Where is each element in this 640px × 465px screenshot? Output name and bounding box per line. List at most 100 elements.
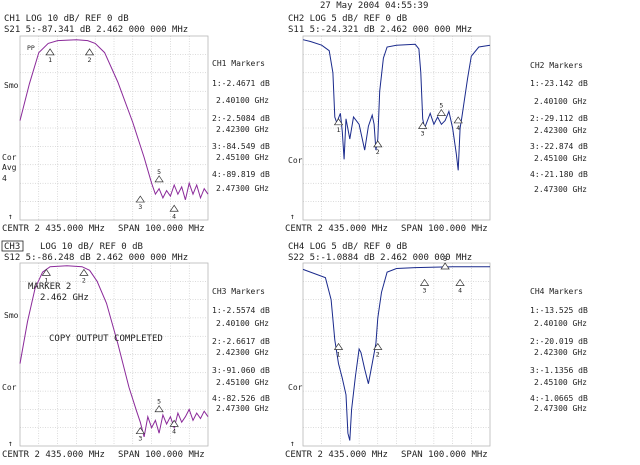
ch3-header: LOG 10 dB/ REF 0 dB: [40, 242, 143, 252]
ch1-status-avg-count: 4: [2, 174, 7, 183]
ch1-marker-number-5: 5: [157, 168, 161, 176]
ch1-grid: [19, 35, 209, 221]
ch1-marker-3-freq: 2.45100 GHz: [216, 153, 269, 162]
ch3-param-line: S12 5:-86.248 dB 2.462 000 000 MHz: [4, 253, 188, 263]
ch4-marker-3-freq: 2.45100 GHz: [534, 378, 587, 387]
ch1-center-freq: CENTR 2 435.000 MHz: [2, 224, 105, 234]
ch1-span: SPAN 100.000 MHz: [118, 224, 205, 234]
ch3-name: CH3: [4, 242, 20, 252]
ch1-marker-1-value: 1:-2.4671 dB: [212, 79, 270, 88]
ch3-marker-flag-5[interactable]: [154, 405, 164, 413]
ch1-markers-title: CH1 Markers: [212, 59, 265, 68]
ch3-marker-1-freq: 2.40100 GHz: [216, 319, 269, 328]
ch1-status-avg: Avg: [2, 163, 17, 172]
ch3-marker-2-freq: 2.42300 GHz: [216, 348, 269, 357]
ch1-param-line: S21 5:-87.341 dB 2.462 000 000 MHz: [4, 25, 188, 35]
ch4-grid: [302, 262, 491, 447]
ch1-marker-number-4: 4: [172, 212, 176, 220]
timestamp: 27 May 2004 04:55:39: [320, 1, 428, 11]
ch4-marker-flag-1[interactable]: [333, 342, 344, 350]
ch4-marker-number-2: 2: [376, 351, 380, 359]
ch4-span: SPAN 100.000 MHz: [401, 450, 488, 460]
ch1-marker-1-freq: 2.40100 GHz: [216, 96, 269, 105]
ch1-marker-flag-5[interactable]: [154, 175, 164, 183]
channel-2-panel: CH2 LOG 5 dB/ REF 0 dB S11 5:-24.321 dB …: [285, 14, 588, 234]
ch3-marker-4-value: 4:-82.526 dB: [212, 394, 270, 403]
ch1-marker-3-value: 3:-84.549 dB: [212, 142, 270, 151]
ch3-center-freq: CENTR 2 435.000 MHz: [2, 450, 105, 460]
ch2-marker-number-4: 4: [456, 124, 460, 132]
ch1-ref-indicator: ↑: [8, 212, 13, 221]
ch3-active-box: [1, 240, 24, 252]
ch2-markers-title: CH2 Markers: [530, 61, 583, 70]
ch2-center-freq: CENTR 2 435.000 MHz: [285, 224, 388, 234]
ch4-param-line: S22 5:-1.0884 dB 2.462 000 000 MHz: [288, 253, 472, 263]
ch2-marker-flag-5[interactable]: [436, 108, 447, 116]
ch2-marker-flag-1[interactable]: [333, 118, 344, 126]
ch4-marker-3-value: 3:-1.1356 dB: [530, 366, 588, 375]
ch1-status-cor: Cor: [2, 153, 17, 162]
ch1-marker-number-3: 3: [138, 203, 142, 211]
ch1-marker-number-1: 1: [48, 56, 52, 64]
ch4-marker-flag-2[interactable]: [373, 342, 383, 350]
ch1-trace: [19, 39, 209, 200]
ch3-marker-flag-3[interactable]: [135, 427, 145, 435]
ch4-marker-4-freq: 2.47300 GHz: [534, 404, 587, 413]
ch2-marker-flag-3[interactable]: [418, 121, 428, 129]
marker-popup-line1: MARKER 2: [28, 282, 71, 292]
ch4-marker-number-1: 1: [337, 351, 341, 359]
ch1-header: CH1 LOG 10 dB/ REF 0 dB: [4, 14, 129, 24]
ch3-trace: [19, 265, 209, 438]
ch2-marker-2-freq: 2.42300 GHz: [534, 126, 587, 135]
ch4-marker-1-freq: 2.40100 GHz: [534, 319, 587, 328]
ch3-marker-4-freq: 2.47300 GHz: [216, 404, 269, 413]
ch2-trace: [302, 39, 491, 171]
copy-output-message: COPY OUTPUT COMPLETED: [49, 334, 163, 344]
ch2-span: SPAN 100.000 MHz: [401, 224, 488, 234]
ch1-marker-flag-1[interactable]: [45, 48, 55, 56]
ch2-marker-number-3: 3: [421, 129, 425, 137]
ch3-marker-number-5: 5: [157, 398, 161, 406]
ch2-marker-flags: 1 2 3 4 5: [333, 102, 463, 156]
ch4-marker-4-value: 4:-1.0665 dB: [530, 394, 588, 403]
ch3-marker-flag-4[interactable]: [169, 419, 179, 427]
ch2-marker-flag-2[interactable]: [373, 140, 383, 148]
ch1-marker-flag-4[interactable]: [169, 204, 179, 212]
ch1-marker-4-freq: 2.47300 GHz: [216, 184, 269, 193]
ch4-marker-number-3: 3: [423, 286, 427, 294]
ch1-marker-flags: 1 2 3 4 5: [45, 48, 179, 220]
ch4-marker-flag-3[interactable]: [419, 278, 430, 286]
ch4-ref-indicator: ↑: [290, 439, 295, 448]
ch3-marker-flag-2[interactable]: [79, 268, 89, 276]
ch1-marker-flag-2[interactable]: [84, 48, 95, 56]
ch2-marker-flag-4[interactable]: [453, 116, 463, 124]
ch2-marker-3-value: 3:-22.874 dB: [530, 142, 588, 151]
ch3-marker-number-2: 2: [82, 276, 86, 284]
ch3-marker-flag-1[interactable]: [41, 268, 51, 276]
ch3-marker-1-value: 1:-2.5574 dB: [212, 306, 270, 315]
ch4-center-freq: CENTR 2 435.000 MHz: [285, 450, 388, 460]
channel-4-panel: CH4 LOG 5 dB/ REF 0 dB S22 5:-1.0884 dB …: [285, 242, 588, 460]
ch3-marker-number-4: 4: [172, 427, 176, 435]
ch2-param-line: S11 5:-24.321 dB 2.462 000 000 MHz: [288, 25, 472, 35]
ch4-marker-flags: 1 2 3 4 5: [333, 255, 465, 359]
ch3-grid: [19, 262, 209, 447]
channel-3-panel: CH3 LOG 10 dB/ REF 0 dB S12 5:-86.248 dB…: [1, 240, 270, 460]
ch4-markers-title: CH4 Markers: [530, 287, 583, 296]
ch3-status-smo: Smo: [4, 311, 19, 320]
ch2-marker-1-freq: 2.40100 GHz: [534, 97, 587, 106]
ch2-status-cor: Cor: [288, 156, 303, 165]
channel-1-panel: CH1 LOG 10 dB/ REF 0 dB S21 5:-87.341 dB…: [2, 14, 270, 234]
ch4-status-cor: Cor: [288, 383, 303, 392]
ch4-marker-1-value: 1:-13.525 dB: [530, 306, 588, 315]
ch1-marker-flag-3[interactable]: [135, 195, 145, 203]
ch2-marker-2-value: 2:-29.112 dB: [530, 114, 588, 123]
ch4-marker-flag-5[interactable]: [440, 262, 450, 270]
ch4-marker-2-value: 2:-20.019 dB: [530, 337, 588, 346]
ch1-status-smo: Smo: [4, 81, 19, 90]
ch2-marker-number-2: 2: [376, 148, 380, 156]
ch3-marker-2-value: 2:-2.6617 dB: [212, 337, 270, 346]
ch4-marker-flag-4[interactable]: [455, 278, 465, 286]
ch1-marker-2-value: 2:-2.5084 dB: [212, 114, 270, 123]
